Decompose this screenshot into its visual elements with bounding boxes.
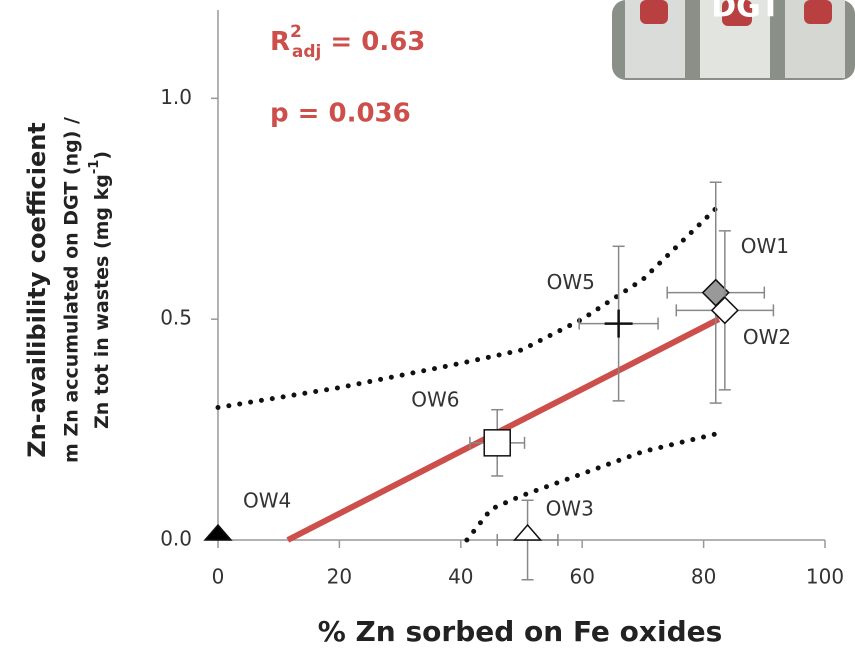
point xyxy=(604,309,633,338)
unit-sup: -1 xyxy=(87,160,102,174)
r2-annotation: R2 adj = 0.63 xyxy=(270,22,425,62)
x-tick-label: 100 xyxy=(806,565,844,589)
y-tick-label: 0.0 xyxy=(160,527,192,551)
y-axis-subtitle: m Zn accumulated on DGT (ng) / xyxy=(61,117,83,463)
unit-text: Zn tot in wastes (mg kg xyxy=(91,174,113,429)
point-label: OW6 xyxy=(411,387,459,411)
point-label: OW2 xyxy=(743,325,791,349)
r2-sub: adj xyxy=(292,42,321,62)
x-tick-label: 40 xyxy=(448,565,473,589)
confidence-band xyxy=(464,431,719,543)
r2-value: = 0.63 xyxy=(321,27,425,57)
point xyxy=(203,523,233,541)
inset-label: DGT xyxy=(711,0,781,25)
point xyxy=(710,296,739,325)
point-label: OW4 xyxy=(243,489,291,513)
x-tick-label: 0 xyxy=(212,565,225,589)
r2-base: R xyxy=(270,27,290,57)
y-tick-label: 1.0 xyxy=(160,85,192,109)
point-label: OW5 xyxy=(547,270,595,294)
y-tick-label: 0.5 xyxy=(160,306,192,330)
point xyxy=(483,429,511,457)
x-tick-label: 80 xyxy=(691,565,716,589)
x-axis-title: % Zn sorbed on Fe oxides xyxy=(318,615,723,648)
confidence-band xyxy=(215,206,719,410)
point-label: OW3 xyxy=(546,497,594,521)
r2-sup: 2 xyxy=(290,22,302,42)
point xyxy=(512,523,543,541)
y-axis-unit: Zn tot in wastes (mg kg-1) xyxy=(87,151,113,429)
y-axis-title: Zn-availibility coefficient xyxy=(23,122,51,458)
x-tick-label: 60 xyxy=(569,565,594,589)
p-annotation: p = 0.036 xyxy=(270,99,411,129)
inset-photo: DGT xyxy=(612,0,855,80)
x-tick-label: 20 xyxy=(327,565,352,589)
point-label: OW1 xyxy=(741,234,789,258)
unit-end: ) xyxy=(91,151,113,160)
